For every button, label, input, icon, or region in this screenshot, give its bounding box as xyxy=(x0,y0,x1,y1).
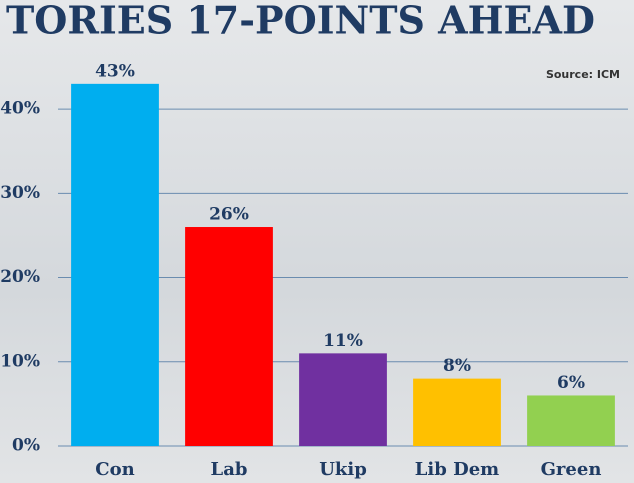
value-label: 11% xyxy=(323,331,363,351)
value-label: 26% xyxy=(209,205,249,225)
bar xyxy=(71,83,159,446)
y-tick-label: 10% xyxy=(0,351,40,371)
chart-title: TORIES 17-POINTS AHEAD xyxy=(6,0,595,43)
value-label: 8% xyxy=(443,356,471,376)
y-tick-label: 40% xyxy=(0,99,40,119)
y-tick-label: 30% xyxy=(0,183,40,203)
value-label: 6% xyxy=(557,373,585,393)
x-tick-label: Ukip xyxy=(319,459,367,480)
x-tick-label: Con xyxy=(95,459,134,480)
source: Source: ICM xyxy=(546,68,620,81)
bar xyxy=(413,378,501,446)
x-tick-label: Lib Dem xyxy=(415,459,499,480)
bar xyxy=(527,395,615,446)
x-tick-label: Lab xyxy=(211,459,248,480)
value-label: 43% xyxy=(95,61,135,81)
x-tick-label: Green xyxy=(541,459,602,480)
bar xyxy=(185,227,273,446)
y-tick-label: 20% xyxy=(0,267,40,287)
bar xyxy=(299,353,387,446)
y-tick-label: 0% xyxy=(12,436,40,456)
